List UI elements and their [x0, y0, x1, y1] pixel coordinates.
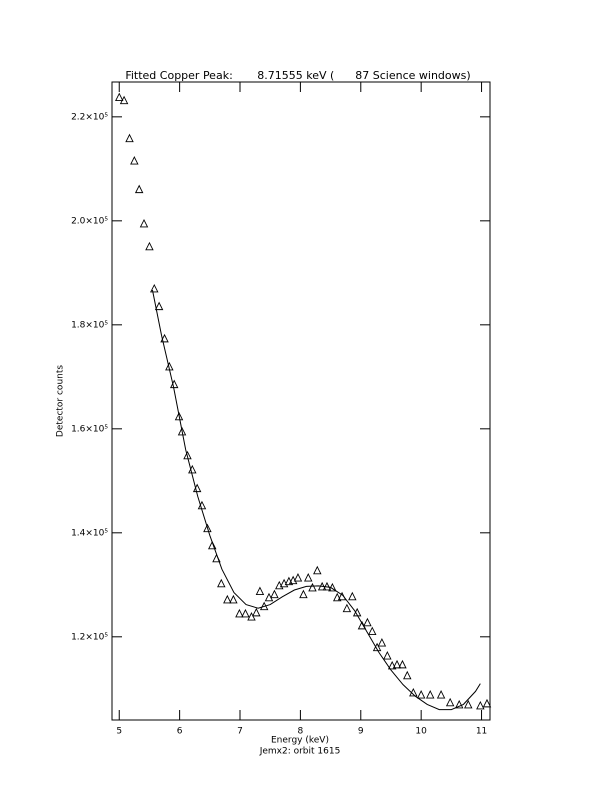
data-point: [241, 608, 250, 618]
y-axis-label: Detector counts: [56, 365, 66, 437]
data-point: [348, 591, 357, 601]
data-point: [235, 608, 244, 618]
x-tick-label: 6: [177, 727, 183, 737]
data-point: [223, 594, 232, 604]
data-point: [299, 589, 308, 599]
data-point: [425, 690, 435, 699]
data-point: [454, 699, 464, 709]
data-point: [398, 659, 407, 669]
data-point: [383, 651, 392, 660]
data-point: [183, 450, 192, 460]
data-point: [145, 241, 154, 251]
data-point: [308, 582, 317, 592]
y-tick-label: 2.2×10⁵: [71, 112, 108, 122]
plot-frame: [111, 81, 491, 721]
data-point: [174, 411, 184, 421]
data-point: [476, 700, 485, 710]
data-point: [150, 283, 159, 293]
data-point: [333, 592, 342, 602]
data-point: [368, 626, 377, 636]
data-point: [416, 690, 426, 699]
data-point: [255, 586, 265, 596]
x-tick-label: 10: [415, 727, 427, 737]
data-point: [387, 660, 397, 670]
data-point: [115, 92, 124, 102]
x-tick-label: 11: [476, 727, 487, 737]
data-point: [445, 697, 455, 707]
data-point: [203, 523, 212, 533]
data-point: [304, 573, 313, 582]
data-point: [177, 426, 187, 436]
data-point: [377, 638, 387, 647]
data-point: [160, 333, 169, 343]
data-point: [482, 698, 492, 708]
y-tick-label: 1.6×10⁵: [71, 424, 108, 434]
y-tick-label: 1.8×10⁵: [71, 320, 108, 330]
chart-title: Fitted Copper Peak: 8.71555 keV ( 87 Sci…: [125, 69, 470, 82]
data-point: [217, 578, 226, 588]
y-tick-label: 1.2×10⁵: [71, 632, 108, 642]
data-point: [342, 603, 352, 613]
data-point: [392, 659, 402, 669]
data-point: [229, 594, 238, 604]
x-axis-label: Energy (keV): [271, 736, 329, 746]
data-point: [125, 133, 134, 143]
data-point: [403, 670, 412, 680]
data-point: [208, 540, 217, 550]
data-point: [270, 589, 279, 599]
data-point: [252, 607, 261, 617]
x-tick-label: 9: [358, 727, 364, 737]
fit-curve: [151, 289, 481, 711]
data-point: [436, 690, 446, 699]
x-tick-label: 7: [237, 727, 243, 737]
data-point: [134, 184, 144, 194]
y-tick-label: 1.4×10⁵: [71, 528, 108, 538]
data-point: [293, 573, 303, 582]
data-point: [130, 156, 139, 165]
data-point: [139, 218, 149, 228]
y-tick-label: 2.0×10⁵: [71, 216, 108, 226]
x-tick-label: 5: [116, 727, 122, 737]
data-point: [464, 699, 473, 709]
data-point: [247, 612, 256, 621]
x-tick-label: 8: [298, 727, 304, 737]
data-point: [119, 95, 129, 105]
subtitle: Jemx2: orbit 1615: [259, 747, 341, 757]
data-point: [154, 301, 164, 311]
data-point: [313, 565, 322, 575]
data-point: [363, 617, 372, 627]
